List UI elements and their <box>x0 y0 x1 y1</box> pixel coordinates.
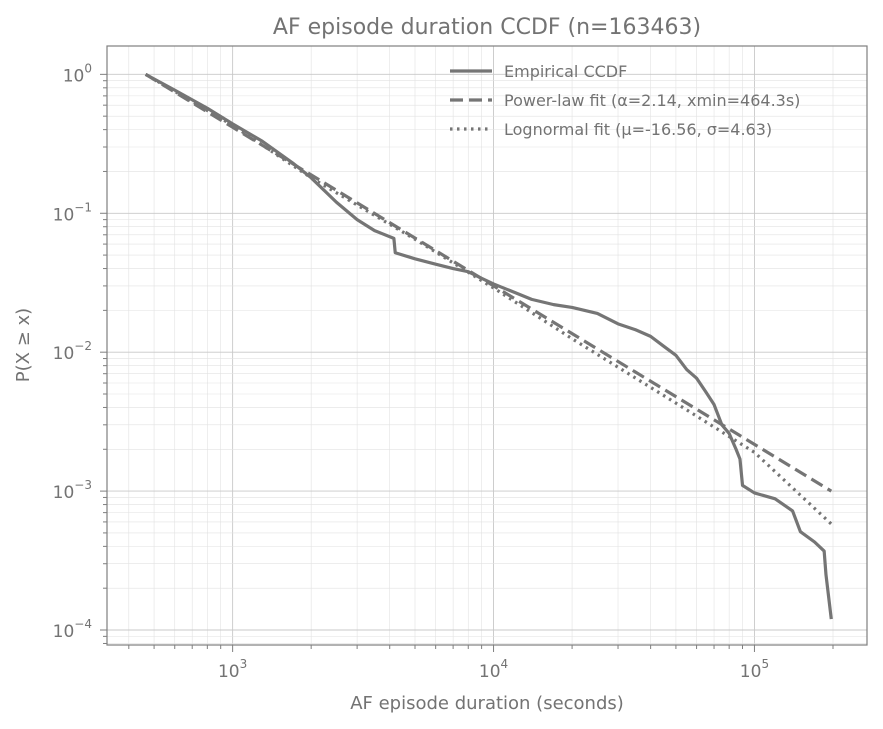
y-tick-label: 10−3 <box>53 478 92 503</box>
series-line-dotted <box>144 72 833 526</box>
chart-title: AF episode duration CCDF (n=163463) <box>273 15 701 40</box>
x-tick-label: 103 <box>218 657 247 682</box>
y-tick-label: 10−2 <box>53 339 92 364</box>
series-line-solid <box>144 72 833 620</box>
legend-label: Power-law fit (α=2.14, xmin=464.3s) <box>504 91 800 110</box>
grid-lines <box>107 46 867 645</box>
legend: Empirical CCDF Power-law fit (α=2.14, xmi… <box>450 62 800 139</box>
y-tick-label: 10−4 <box>53 617 92 642</box>
x-tick-label: 104 <box>479 657 508 682</box>
series-lines <box>144 72 833 620</box>
y-axis: 100 10−1 10−2 10−3 10−4 <box>53 61 107 644</box>
x-tick-label: 105 <box>740 657 769 682</box>
y-tick-label: 100 <box>63 61 92 86</box>
legend-label: Empirical CCDF <box>504 62 627 81</box>
plot-frame <box>106 45 868 646</box>
y-axis-label: P(X ≥ x) <box>13 308 34 382</box>
x-axis-label: AF episode duration (seconds) <box>350 693 624 714</box>
y-tick-label: 10−1 <box>53 200 92 225</box>
x-axis: 103 104 105 <box>128 645 834 682</box>
legend-label: Lognormal fit (μ=-16.56, σ=4.63) <box>504 120 772 139</box>
